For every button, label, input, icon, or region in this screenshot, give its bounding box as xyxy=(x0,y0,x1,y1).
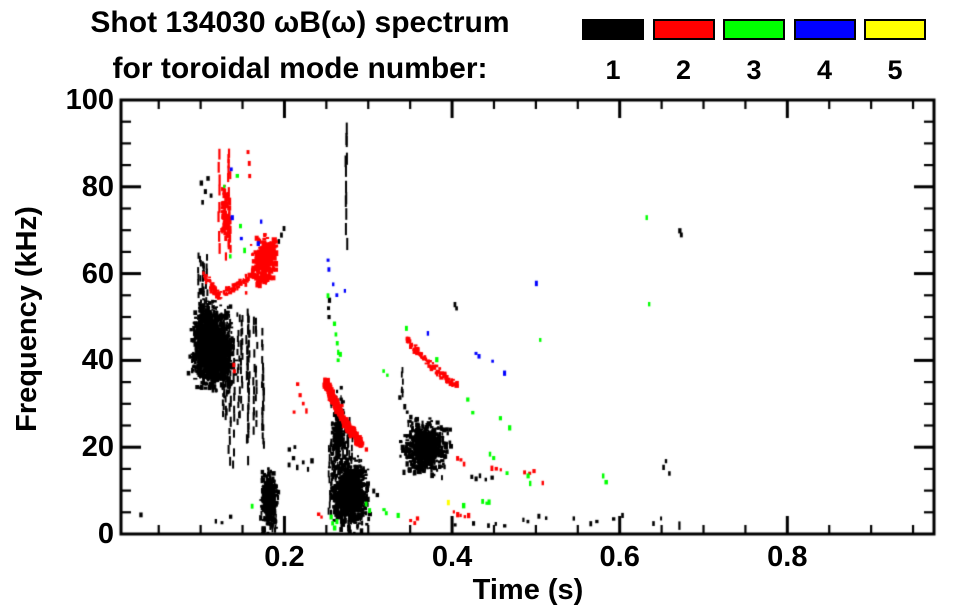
y-tick-label: 40 xyxy=(81,344,114,377)
legend-swatch-mode-4 xyxy=(793,19,856,40)
x-axis-label: Time (s) xyxy=(472,574,584,606)
y-tick-label: 100 xyxy=(65,84,114,116)
y-axis-label: Frequency (kHz) xyxy=(11,206,43,432)
y-tick-label: 60 xyxy=(81,257,114,290)
legend-swatch-mode-3 xyxy=(723,19,785,40)
legend-label-mode-2: 2 xyxy=(675,55,692,85)
legend-label-mode-4: 4 xyxy=(816,55,833,85)
x-tick-label: 0.8 xyxy=(767,541,808,573)
legend-label-mode-1: 1 xyxy=(605,55,621,85)
x-tick-label: 0.6 xyxy=(599,541,640,573)
plot-title-line1: Shot 134030 ωB(ω) spectrum xyxy=(90,6,510,39)
y-tick-label: 0 xyxy=(97,518,114,550)
x-tick-label: 0.4 xyxy=(431,541,473,573)
y-tick-label: 80 xyxy=(81,170,114,203)
plot-title-line2: for toroidal mode number: xyxy=(112,52,488,85)
legend-swatch-mode-2 xyxy=(652,19,715,40)
legend-swatch-mode-1 xyxy=(582,19,644,40)
x-tick-label: 0.2 xyxy=(264,541,305,573)
legend-label-mode-3: 3 xyxy=(746,55,762,85)
legend-label-mode-5: 5 xyxy=(887,55,903,85)
legend-swatch-mode-5 xyxy=(864,19,926,40)
y-tick-label: 20 xyxy=(81,431,114,464)
